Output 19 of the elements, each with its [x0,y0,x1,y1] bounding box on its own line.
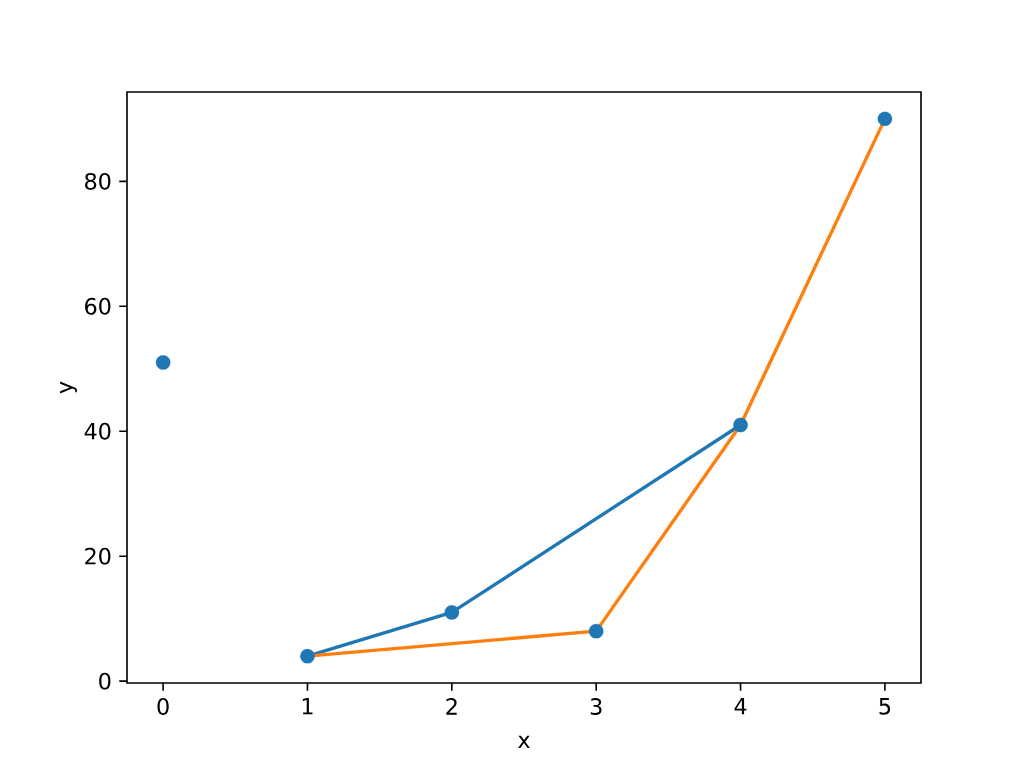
x-tick-label: 1 [302,698,313,715]
point [588,623,604,639]
y-tick-label: 80 [85,172,111,190]
x-tick-label: 2 [446,698,457,715]
x-tick-label: 0 [157,698,169,715]
point [877,111,893,127]
point [155,355,171,370]
y-tick-label: 0 [99,672,111,690]
x-tick-label: 5 [879,698,891,715]
point [733,417,748,433]
x-tick-label: 4 [734,698,747,715]
y-axis-title: y [60,381,77,394]
x-axis-title: x [518,735,530,748]
y-tick-label: 60 [85,297,111,315]
x-tick-label: 3 [590,698,602,715]
point [300,648,315,664]
y-tick-label: 20 [85,547,111,565]
point [444,605,460,620]
y-tick-label: 40 [84,422,111,440]
